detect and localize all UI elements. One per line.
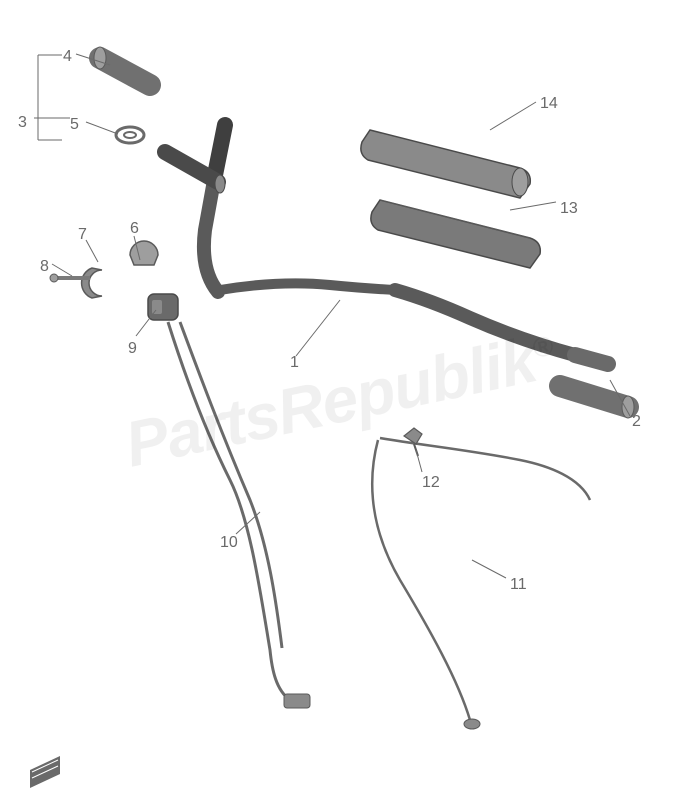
callout-1: 1 [290, 354, 299, 372]
callout-2: 2 [632, 413, 641, 431]
callout-14: 14 [540, 95, 558, 113]
callout-13: 13 [560, 200, 578, 218]
callout-10: 10 [220, 534, 238, 552]
callout-9: 9 [128, 340, 137, 358]
callout-5: 5 [70, 116, 79, 134]
parts-diagram [0, 0, 680, 800]
callout-4: 4 [63, 48, 72, 66]
callout-3: 3 [18, 114, 27, 132]
corner-mark [30, 756, 60, 788]
callout-6: 6 [130, 220, 139, 238]
callout-12: 12 [422, 474, 440, 492]
bar-pad-lower [371, 200, 540, 268]
callout-7: 7 [78, 226, 87, 244]
clamp-lower [82, 268, 102, 298]
switch-housing [148, 294, 178, 320]
bar-pad-upper [361, 130, 530, 198]
cable-throttle [168, 322, 310, 708]
grip-left [94, 47, 150, 85]
washer [116, 127, 144, 143]
clamp-upper [130, 241, 158, 265]
callout-11: 11 [510, 576, 527, 594]
cable-brake [372, 438, 590, 729]
grip-right [560, 386, 634, 418]
callout-8: 8 [40, 258, 49, 276]
